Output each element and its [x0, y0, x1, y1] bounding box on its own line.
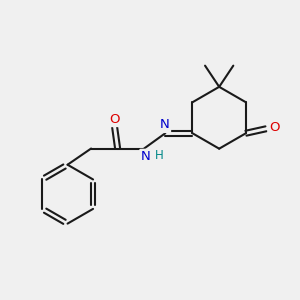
Text: H: H [154, 149, 163, 162]
Text: O: O [269, 121, 280, 134]
Text: N: N [160, 118, 169, 131]
Text: N: N [141, 150, 151, 163]
Text: O: O [110, 112, 120, 126]
